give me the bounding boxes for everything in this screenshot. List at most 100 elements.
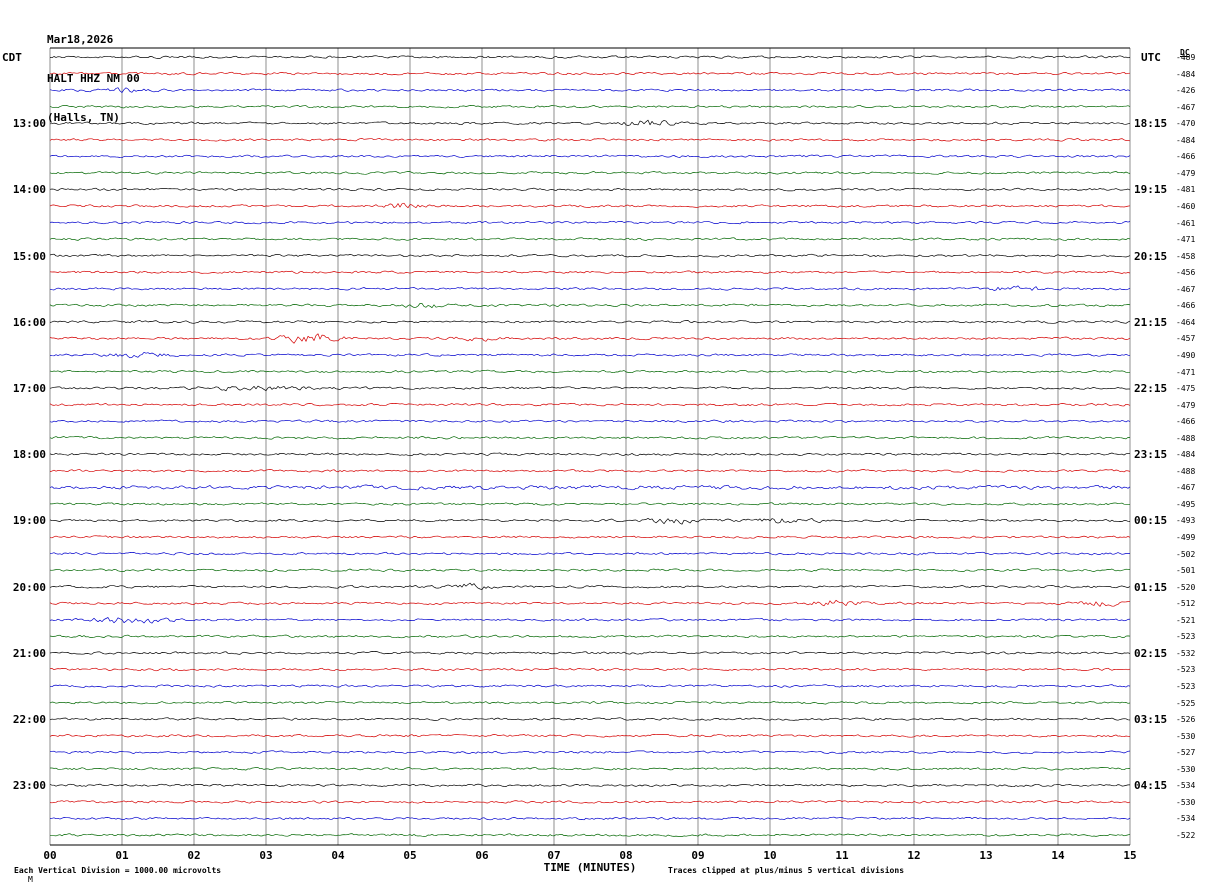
dc-value: -530	[1176, 764, 1196, 774]
x-tick-label: 06	[475, 849, 489, 862]
utc-time-label: 22:15	[1134, 382, 1168, 396]
trace-row-30	[50, 551, 1131, 556]
x-tick-label: 00	[43, 849, 57, 862]
x-tick-label: 08	[619, 849, 633, 862]
dc-value: -475	[1176, 384, 1196, 394]
trace-row-20	[49, 385, 1130, 392]
x-tick-label: 11	[835, 849, 849, 862]
trace-row-47	[50, 833, 1131, 837]
trace-row-38	[49, 684, 1131, 688]
dc-value: -534	[1176, 814, 1196, 824]
dc-value: -499	[1176, 533, 1196, 543]
trace-row-32	[49, 582, 1131, 590]
trace-row-1	[49, 71, 1131, 76]
trace-row-24	[49, 452, 1131, 456]
utc-time-label: 04:15	[1134, 779, 1168, 793]
dc-value: -502	[1176, 549, 1196, 559]
dc-value: -467	[1176, 102, 1196, 112]
dc-value: -484	[1176, 135, 1196, 145]
utc-time-label: 03:15	[1134, 713, 1168, 727]
dc-value: -479	[1176, 168, 1196, 178]
utc-time-label: 23:15	[1134, 448, 1168, 462]
trace-row-22	[49, 419, 1131, 423]
dc-value: -470	[1176, 119, 1196, 129]
dc-value: -523	[1176, 665, 1196, 675]
cdt-time-label: 20:00	[12, 580, 46, 594]
trace-row-21	[49, 402, 1131, 407]
cdt-time-label: 23:00	[12, 779, 46, 793]
dc-value: -426	[1176, 86, 1196, 96]
x-tick-label: 09	[691, 849, 705, 862]
left-timezone-label: CDT	[2, 51, 22, 64]
cdt-time-label: 13:00	[12, 117, 46, 131]
dc-value: -460	[1176, 201, 1196, 211]
location-label: (Halls, TN)	[47, 111, 120, 124]
dc-value: -458	[1176, 251, 1196, 261]
cdt-time-label: 14:00	[12, 183, 46, 197]
dc-value: -523	[1176, 632, 1196, 642]
x-tick-label: 05	[403, 849, 417, 862]
utc-time-label: 01:15	[1134, 580, 1168, 594]
corner-mark: M	[28, 875, 33, 884]
utc-time-label: 00:15	[1134, 514, 1168, 528]
trace-row-41	[49, 733, 1131, 738]
trace-row-31	[49, 568, 1131, 572]
trace-row-16	[49, 320, 1131, 324]
dc-value: -489	[1176, 53, 1196, 62]
trace-row-46	[49, 816, 1131, 821]
dc-value: -520	[1176, 582, 1196, 592]
x-tick-label: 02	[187, 849, 201, 862]
dc-value: -523	[1176, 682, 1196, 692]
trace-row-2	[49, 87, 1131, 93]
dc-value: -466	[1176, 301, 1196, 311]
trace-row-29	[49, 535, 1131, 539]
dc-value: -481	[1176, 185, 1196, 195]
trace-row-39	[49, 700, 1131, 705]
dc-value: -488	[1176, 433, 1196, 443]
dc-value: -522	[1176, 831, 1196, 840]
dc-value: -512	[1176, 599, 1196, 609]
trace-row-44	[49, 783, 1130, 788]
trace-row-34	[49, 617, 1131, 624]
x-tick-label: 04	[331, 849, 345, 862]
dc-value: -495	[1176, 499, 1196, 509]
trace-row-45	[49, 800, 1131, 804]
date-label: Mar18,2026	[47, 33, 114, 46]
dc-value: -530	[1176, 731, 1196, 741]
trace-row-19	[49, 369, 1130, 374]
dc-value: -488	[1176, 466, 1196, 476]
dc-value: -526	[1176, 715, 1196, 725]
trace-row-6	[49, 154, 1131, 159]
trace-row-9	[49, 202, 1131, 209]
trace-row-26	[49, 484, 1131, 491]
utc-time-label: 20:15	[1134, 249, 1168, 263]
title-block: Mar18,2026 HALT HHZ NM 00 (Halls, TN)	[47, 7, 140, 150]
x-tick-label: 15	[1123, 849, 1137, 862]
trace-row-23	[49, 435, 1131, 440]
dc-value: -467	[1176, 284, 1196, 294]
dc-value: -467	[1176, 483, 1196, 493]
trace-row-25	[49, 469, 1131, 473]
trace-row-7	[49, 171, 1131, 175]
cdt-time-label: 18:00	[12, 448, 46, 462]
trace-row-28	[49, 518, 1131, 525]
dc-value: -530	[1176, 797, 1196, 807]
x-tick-label: 13	[979, 849, 993, 862]
dc-value: -493	[1176, 516, 1196, 526]
dc-value: -484	[1176, 69, 1196, 79]
x-tick-label: 03	[259, 849, 273, 862]
dc-value: -464	[1176, 317, 1196, 327]
dc-column-header: DC	[1180, 48, 1190, 57]
trace-row-33	[49, 599, 1131, 607]
x-tick-label: 10	[763, 849, 777, 862]
cdt-time-label: 22:00	[12, 713, 46, 727]
dc-value: -461	[1176, 218, 1196, 228]
cdt-time-label: 21:00	[12, 646, 46, 660]
dc-value: -501	[1176, 566, 1196, 576]
utc-time-label: 02:15	[1134, 646, 1168, 660]
trace-row-0	[49, 55, 1131, 59]
trace-row-4	[49, 119, 1131, 126]
dc-value: -521	[1176, 615, 1196, 625]
trace-row-11	[49, 237, 1131, 241]
